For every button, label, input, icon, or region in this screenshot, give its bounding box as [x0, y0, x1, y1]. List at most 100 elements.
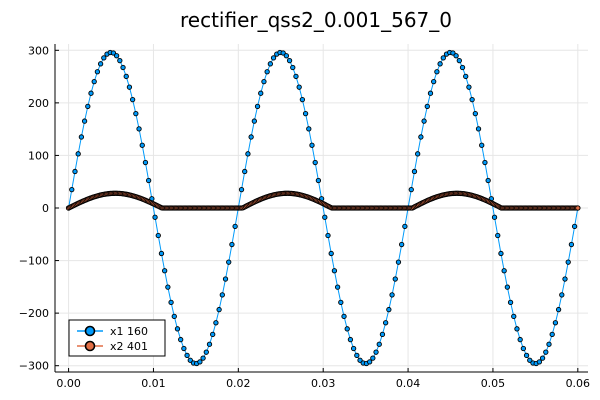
- data-point: [181, 345, 187, 352]
- data-point: [129, 96, 136, 103]
- data-point: [94, 69, 101, 75]
- data-point: [69, 186, 75, 193]
- data-point: [469, 96, 475, 103]
- data-point: [539, 355, 546, 361]
- data-point: [254, 103, 261, 110]
- data-point: [552, 320, 559, 326]
- data-point: [517, 336, 523, 343]
- x-tick-label: 0.04: [396, 377, 421, 390]
- data-point: [290, 64, 296, 71]
- data-point: [415, 151, 421, 157]
- data-point: [152, 214, 158, 220]
- data-point: [315, 177, 322, 184]
- data-point: [184, 352, 190, 359]
- data-point: [495, 232, 501, 239]
- data-point: [312, 159, 318, 166]
- data-point: [555, 306, 562, 313]
- data-point: [203, 349, 209, 355]
- data-point: [424, 103, 430, 110]
- data-point: [242, 168, 248, 175]
- data-point: [575, 205, 581, 211]
- data-point: [549, 331, 555, 338]
- data-point: [466, 84, 472, 90]
- data-point: [85, 103, 91, 110]
- data-point: [350, 345, 357, 352]
- chart-title: rectifier_qss2_0.001_567_0: [180, 8, 452, 32]
- y-tick-label: −200: [19, 307, 49, 320]
- x-tick-label: 0.05: [481, 377, 506, 390]
- data-point: [101, 55, 107, 61]
- data-point: [197, 359, 203, 365]
- data-point: [178, 336, 184, 343]
- data-point: [437, 61, 443, 67]
- data-point: [411, 168, 418, 175]
- data-point: [216, 306, 222, 313]
- x-tick-label: 0.03: [311, 377, 336, 390]
- y-tick-label: 100: [28, 149, 49, 162]
- data-point: [546, 341, 552, 347]
- data-point: [142, 159, 149, 166]
- data-point: [370, 355, 376, 361]
- data-point: [520, 345, 527, 352]
- data-point: [81, 118, 88, 124]
- y-tick-label: −300: [19, 360, 49, 373]
- data-point: [136, 126, 142, 132]
- data-point: [126, 84, 133, 90]
- data-point: [347, 336, 354, 343]
- data-point: [88, 90, 94, 96]
- data-point: [165, 284, 171, 290]
- data-point: [504, 284, 511, 290]
- data-point: [431, 78, 437, 85]
- data-point: [296, 84, 302, 90]
- data-point: [145, 177, 152, 184]
- y-tick-label: 300: [28, 44, 49, 57]
- series-layer: [65, 49, 581, 367]
- data-point: [200, 355, 206, 361]
- data-point: [213, 320, 219, 326]
- data-point: [357, 357, 363, 363]
- data-point: [97, 61, 104, 67]
- data-point: [334, 284, 341, 290]
- legend-entry-1: x1 160: [77, 325, 148, 338]
- data-point: [222, 276, 229, 282]
- data-point: [501, 268, 507, 274]
- data-point: [258, 90, 264, 96]
- data-point: [382, 320, 389, 326]
- data-point: [479, 142, 485, 148]
- data-point: [206, 341, 213, 347]
- data-point: [475, 126, 482, 132]
- data-point: [328, 250, 334, 257]
- x-tick-label: 0.02: [226, 377, 251, 390]
- data-point: [229, 241, 235, 248]
- data-point: [113, 53, 120, 59]
- data-point: [568, 241, 575, 248]
- data-point: [293, 73, 299, 80]
- data-point: [171, 313, 177, 320]
- data-point: [379, 331, 386, 338]
- data-point: [139, 142, 145, 148]
- data-point: [78, 134, 85, 140]
- data-point: [120, 64, 126, 71]
- legend-marker: [84, 340, 96, 352]
- data-point: [261, 78, 267, 85]
- axes: [54, 44, 588, 373]
- y-tick-label: 200: [28, 97, 49, 110]
- data-point: [389, 292, 395, 298]
- legend-entry-2: x2 401: [77, 340, 148, 353]
- y-tick-label: 0: [42, 202, 49, 215]
- series-line: [68, 51, 579, 365]
- data-point: [322, 214, 328, 220]
- data-point: [286, 57, 293, 64]
- data-point: [511, 313, 517, 320]
- data-point: [450, 50, 456, 56]
- data-point: [463, 73, 469, 80]
- data-point: [559, 292, 565, 298]
- data-point: [158, 250, 165, 257]
- data-point: [421, 118, 427, 124]
- data-point: [133, 110, 139, 117]
- y-tick-label: −100: [19, 255, 49, 268]
- data-point: [309, 142, 315, 148]
- data-point: [245, 151, 251, 157]
- data-point: [571, 223, 578, 230]
